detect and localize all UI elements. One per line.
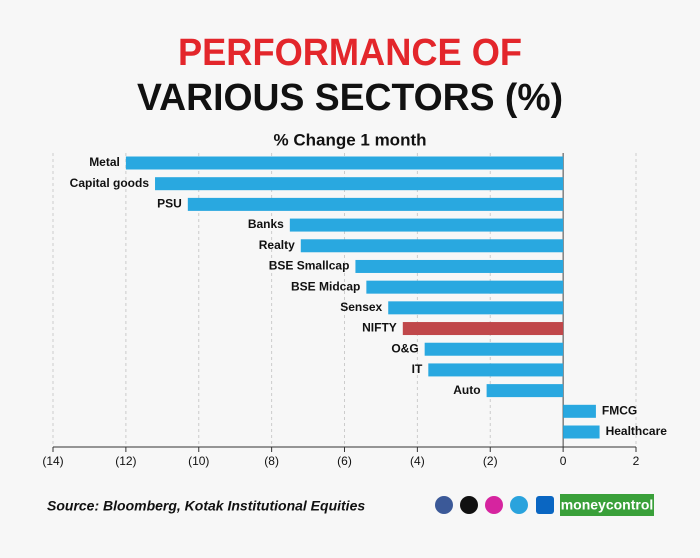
logo-box (560, 494, 654, 516)
telegram-icon[interactable] (510, 496, 528, 514)
x-tick-label: (12) (115, 454, 136, 468)
facebook-icon[interactable] (435, 496, 453, 514)
instagram-icon[interactable] (485, 496, 503, 514)
bar (428, 363, 564, 377)
category-label: BSE Midcap (291, 279, 360, 293)
bar (388, 301, 564, 315)
bar (424, 342, 564, 356)
bar (486, 384, 564, 398)
category-label: O&G (391, 341, 418, 355)
category-label: Banks (248, 217, 284, 231)
bar (355, 259, 564, 273)
bar (563, 404, 596, 418)
bar (300, 239, 564, 253)
bar (289, 218, 564, 232)
x-tick-label: (14) (42, 454, 63, 468)
x-tick-label: 2 (633, 454, 640, 468)
category-label: Metal (89, 155, 120, 169)
category-label: Healthcare (606, 424, 668, 438)
bar (125, 156, 564, 170)
source: Source: Bloomberg, Kotak Institutional E… (47, 498, 365, 514)
bar (155, 177, 564, 191)
category-label: BSE Smallcap (269, 259, 350, 273)
x-tick-label: (6) (337, 454, 352, 468)
category-label: IT (412, 362, 423, 376)
category-label: NIFTY (362, 321, 397, 335)
category-label: Capital goods (70, 176, 150, 190)
linkedin-icon[interactable] (536, 496, 554, 514)
category-label: Auto (453, 383, 480, 397)
x-tick-label: (4) (410, 454, 425, 468)
bar (366, 280, 564, 294)
category-label: Realty (259, 238, 295, 252)
logo: moneycontrol (561, 497, 654, 513)
x-tick-label: (10) (188, 454, 209, 468)
category-label: FMCG (602, 403, 637, 417)
x-tick-label: 0 (560, 454, 567, 468)
category-label: PSU (157, 197, 182, 211)
x-icon[interactable] (460, 496, 478, 514)
bar (563, 425, 600, 439)
x-tick-label: (2) (483, 454, 498, 468)
social-icons (435, 496, 554, 514)
category-label: Sensex (340, 300, 382, 314)
subtitle: % Change 1 month (273, 130, 426, 149)
x-tick-label: (8) (264, 454, 279, 468)
bar (187, 197, 564, 211)
title-line-2: VARIOUS SECTORS (%) (137, 77, 563, 119)
bar (402, 322, 564, 336)
title-line-1: PERFORMANCE OF (178, 32, 522, 74)
